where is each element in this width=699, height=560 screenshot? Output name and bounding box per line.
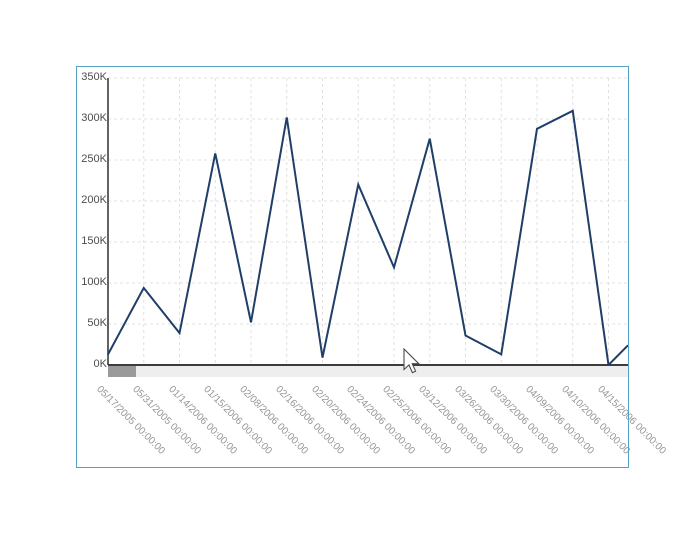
chart-scrollbar-track[interactable] — [108, 366, 628, 377]
y-axis-tick-label: 0K — [93, 358, 107, 370]
y-axis-tick-label: 200K — [81, 194, 107, 206]
y-axis-tick-label: 100K — [81, 276, 107, 288]
data-series-line — [107, 109, 629, 368]
line-chart-plot — [107, 77, 629, 368]
y-axis-tick-label: 300K — [81, 112, 107, 124]
y-axis-tick-label: 150K — [81, 235, 107, 247]
y-axis-tick-label: 250K — [81, 153, 107, 165]
chart-scrollbar-thumb[interactable] — [108, 366, 136, 377]
y-axis-tick-label: 350K — [81, 71, 107, 83]
chart-panel: 0K 50K 100K 150K 200K 250K 300K 350K 05/17/2005… — [76, 66, 667, 468]
y-axis-tick-label: 50K — [87, 317, 107, 329]
